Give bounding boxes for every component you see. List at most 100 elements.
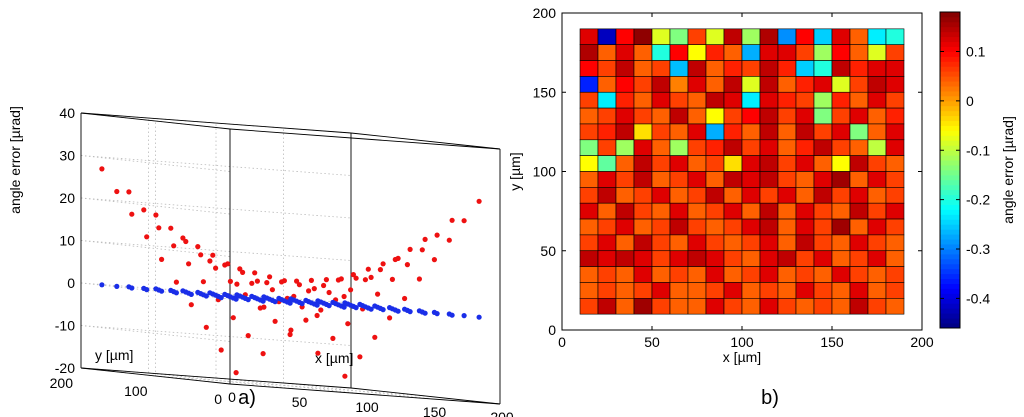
colorbar-segment xyxy=(940,174,960,181)
heatmap-cell xyxy=(759,91,779,109)
x-axis-label: x [µm] xyxy=(723,349,761,365)
point-corrected xyxy=(287,300,293,306)
heatmap-cell xyxy=(813,123,833,141)
heatmap-cell xyxy=(777,28,797,46)
point-uncorrected xyxy=(269,287,275,293)
colorbar-segment xyxy=(940,214,960,220)
heatmap-cell xyxy=(705,297,725,315)
heatmap-cell xyxy=(597,123,617,141)
z-tick-label: 0 xyxy=(67,275,75,291)
heatmap-cell xyxy=(597,171,617,188)
heatmap-cell xyxy=(849,171,869,188)
heatmap-cell xyxy=(813,107,833,125)
point-uncorrected xyxy=(207,258,213,264)
heatmap-cell xyxy=(867,28,887,46)
heatmap-cell xyxy=(723,202,743,220)
point-uncorrected xyxy=(318,307,324,313)
heatmap-cell xyxy=(723,28,743,46)
colorbar-segment xyxy=(940,120,960,126)
heatmap-cell xyxy=(867,282,887,299)
heatmap-cell xyxy=(579,297,599,315)
point-uncorrected xyxy=(476,198,482,204)
heatmap-cell xyxy=(849,297,869,315)
point-uncorrected xyxy=(254,278,260,284)
heatmap-cell xyxy=(795,123,815,141)
heatmap-cell xyxy=(705,250,725,267)
axis-box-edge xyxy=(80,367,231,385)
heatmap-cell xyxy=(885,107,905,125)
heatmap-cell xyxy=(813,250,833,267)
colorbar-segment xyxy=(940,110,960,117)
colorbar-segment xyxy=(940,219,960,225)
point-corrected xyxy=(368,306,374,312)
heatmap-cell xyxy=(597,218,617,236)
heatmap-cell xyxy=(759,187,779,204)
x-axis-label: x [µm] xyxy=(315,350,353,366)
heatmap-cell xyxy=(597,202,617,220)
point-uncorrected xyxy=(387,315,393,321)
heatmap-cell xyxy=(597,297,617,315)
heatmap-cell xyxy=(579,123,599,141)
heatmap-cell xyxy=(759,202,779,220)
heatmap-cell xyxy=(723,107,743,125)
point-uncorrected xyxy=(407,246,413,252)
point-uncorrected xyxy=(114,188,120,195)
y-tick-label: 200 xyxy=(533,5,557,21)
colorbar-segment xyxy=(940,204,960,210)
heatmap-cell xyxy=(651,297,671,315)
heatmap-cell xyxy=(777,218,797,236)
heatmap-cell xyxy=(795,107,815,125)
point-uncorrected xyxy=(195,244,201,250)
heatmap-cell xyxy=(795,187,815,204)
heatmap-cell xyxy=(633,60,653,77)
heatmap-cell xyxy=(723,123,743,141)
heatmap-cell xyxy=(759,155,779,172)
heatmap-cell xyxy=(741,155,761,172)
point-uncorrected xyxy=(461,218,467,224)
heatmap-cell xyxy=(741,187,761,204)
heatmap-cell xyxy=(813,218,833,236)
colorbar-segment xyxy=(940,199,960,205)
heatmap-cell xyxy=(813,76,833,93)
point-uncorrected xyxy=(402,295,408,302)
heatmap-cell xyxy=(669,60,689,77)
heatmap-cell xyxy=(849,282,869,299)
heatmap-cell xyxy=(615,250,635,267)
heatmap-cell xyxy=(669,218,689,236)
heatmap-cell xyxy=(651,44,671,61)
heatmap-cell xyxy=(849,234,869,252)
heatmap-cell xyxy=(687,28,707,46)
point-uncorrected xyxy=(404,262,410,268)
point-uncorrected xyxy=(419,247,425,253)
grid-line xyxy=(80,197,352,219)
heatmap-cell xyxy=(741,76,761,93)
heatmap-cell xyxy=(867,187,887,204)
heatmap-cell xyxy=(669,91,689,109)
heatmap-cell xyxy=(579,282,599,299)
point-corrected xyxy=(422,310,428,316)
heatmap-cell xyxy=(777,266,797,283)
grid-line xyxy=(80,325,352,346)
heatmap-cell xyxy=(651,171,671,188)
point-uncorrected xyxy=(375,291,381,297)
colorbar-segment xyxy=(940,189,960,196)
heatmap-cell xyxy=(597,76,617,93)
colorbar-segment xyxy=(940,184,960,191)
point-uncorrected xyxy=(416,276,422,282)
heatmap-cell xyxy=(615,187,635,204)
heatmap-cell xyxy=(579,76,599,93)
colorbar-segment xyxy=(940,165,960,171)
heatmap-cell xyxy=(615,218,635,236)
heatmap-cell xyxy=(633,139,653,156)
axis-box-edge xyxy=(350,132,501,150)
heatmap-cell xyxy=(777,123,797,141)
colorbar-segment xyxy=(940,76,960,82)
panel-b-heatmap: 0 50 100 150 200 0 50 100 150 200 x [µm] y [µm] b) xyxy=(507,5,934,409)
colorbar-segment xyxy=(940,170,960,176)
y-tick-label: 100 xyxy=(124,383,148,399)
colorbar-segment xyxy=(940,313,960,319)
heatmap-cell xyxy=(867,60,887,77)
y-tick-label: 0 xyxy=(548,322,556,338)
colorbar-segment xyxy=(940,268,960,275)
heatmap-cell xyxy=(759,266,779,283)
